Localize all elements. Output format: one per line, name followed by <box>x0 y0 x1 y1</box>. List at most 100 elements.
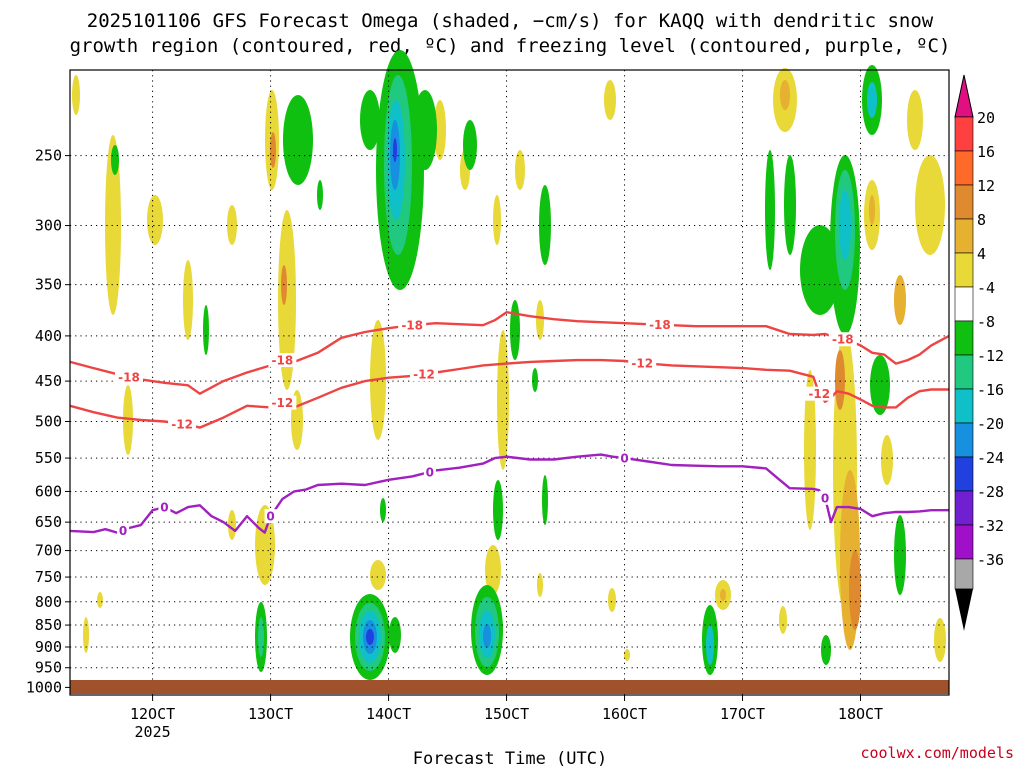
y-tick-label: 500 <box>35 413 62 431</box>
omega-patch <box>849 550 861 630</box>
colorbar-swatch <box>954 116 974 152</box>
x-tick-label: 12OCT <box>130 705 175 723</box>
contour-label-bg <box>628 355 657 370</box>
contour-label-bg <box>819 490 832 505</box>
colorbar-label: -36 <box>977 551 1004 569</box>
colorbar: 20 16 12 8 4 -4 -8 -12 -16 -20 -24 -28 -32 -36 <box>954 74 1004 631</box>
omega-patch <box>493 480 503 540</box>
contour-label-bg <box>409 367 438 382</box>
omega-patch <box>393 138 397 162</box>
colorbar-label: -16 <box>977 381 1004 399</box>
y-tick-label: 400 <box>35 327 62 345</box>
contour-label: -18 <box>118 370 140 384</box>
y-tick-label: 650 <box>35 513 62 531</box>
omega-patch <box>536 300 544 340</box>
colorbar-bottom-arrow <box>955 588 973 631</box>
y-tick-label: 800 <box>35 593 62 611</box>
omega-patch <box>869 195 875 225</box>
omega-patch <box>839 190 851 260</box>
contour-lines: -18 -18 -18 -18 -18 -12 -12 -12 -12 -12 0 0 0 0 0 0 <box>69 311 950 538</box>
omega-patch <box>821 635 831 665</box>
x-tick-label: 15OCT <box>484 705 529 723</box>
omega-patch <box>779 606 787 634</box>
contour-label: -18 <box>401 319 423 333</box>
x-tick-label: 13OCT <box>248 705 293 723</box>
contour-label: -18 <box>832 333 854 347</box>
omega-patch <box>870 355 890 415</box>
omega-patch <box>894 515 906 595</box>
omega-patch <box>97 592 103 608</box>
omega-patch <box>608 588 616 612</box>
omega-patch <box>463 120 477 170</box>
omega-patch <box>894 275 906 325</box>
contour-label-bg <box>828 332 857 347</box>
y-axis-ticks: 250 300 350 400 450 500 550 600 650 700 750 800 850 9… <box>26 147 70 696</box>
contour-label-bg <box>168 416 197 431</box>
colorbar-label: 20 <box>977 109 995 127</box>
x-tick-label: 14OCT <box>366 705 411 723</box>
omega-patch <box>624 649 630 661</box>
omega-patch <box>485 545 501 595</box>
x-tick-label: 18OCT <box>838 705 883 723</box>
x-tick-label: 17OCT <box>720 705 765 723</box>
y-tick-label: 250 <box>35 147 62 165</box>
contour-line-0 <box>69 453 949 534</box>
omega-patch <box>72 75 80 115</box>
chart-title-line1: 2025101106 GFS Forecast Omega (shaded, −… <box>87 10 934 32</box>
omega-patch <box>366 629 374 645</box>
y-tick-label: 300 <box>35 217 62 235</box>
colorbar-swatch <box>954 456 974 492</box>
omega-patch <box>413 90 437 170</box>
omega-patch <box>111 145 119 175</box>
omega-patch <box>283 95 313 185</box>
omega-patch <box>907 90 923 150</box>
omega-patch <box>389 617 401 653</box>
omega-patch <box>147 195 163 245</box>
omega-patch <box>83 617 89 653</box>
omega-patch <box>537 573 543 597</box>
omega-patch <box>720 589 726 601</box>
contour-label: 0 <box>160 501 168 515</box>
omega-patch <box>539 185 551 265</box>
y-tick-label: 600 <box>35 482 62 500</box>
omega-patch <box>483 624 491 648</box>
colorbar-swatch <box>954 320 974 356</box>
omega-patch <box>255 505 275 585</box>
contour-label: -12 <box>171 417 193 431</box>
omega-patch <box>270 132 276 168</box>
contour-label: 0 <box>426 465 434 479</box>
omega-patch <box>360 90 380 150</box>
colorbar-swatch <box>954 422 974 458</box>
omega-patch <box>784 155 796 255</box>
contour-label-bg <box>268 395 297 410</box>
omega-patch <box>183 260 193 340</box>
colorbar-label: -12 <box>977 347 1004 365</box>
omega-patch <box>228 510 236 540</box>
colorbar-label: -24 <box>977 449 1004 467</box>
colorbar-label: -28 <box>977 483 1004 501</box>
omega-patch <box>203 305 209 355</box>
colorbar-label: -32 <box>977 517 1004 535</box>
colorbar-swatch <box>954 558 974 590</box>
contour-line-minus12 <box>69 358 949 429</box>
contour-label: -12 <box>272 396 294 410</box>
colorbar-swatch <box>954 286 974 322</box>
contour-label-bg <box>805 386 834 401</box>
omega-patch <box>227 205 237 245</box>
contour-label-bg <box>268 353 297 368</box>
omega-patch <box>800 225 840 315</box>
omega-patch <box>934 618 946 662</box>
omega-patch <box>278 210 296 390</box>
contour-label-bg <box>618 451 631 466</box>
x-axis-label: Forecast Time (UTC) <box>413 749 607 768</box>
omega-patch <box>780 80 790 110</box>
y-tick-label: 850 <box>35 616 62 634</box>
omega-patch <box>105 135 121 315</box>
contour-label: -18 <box>649 318 671 332</box>
omega-patch <box>258 617 264 657</box>
contour-label: -12 <box>631 356 653 370</box>
omega-patch <box>706 625 714 665</box>
omega-patch <box>370 560 386 590</box>
